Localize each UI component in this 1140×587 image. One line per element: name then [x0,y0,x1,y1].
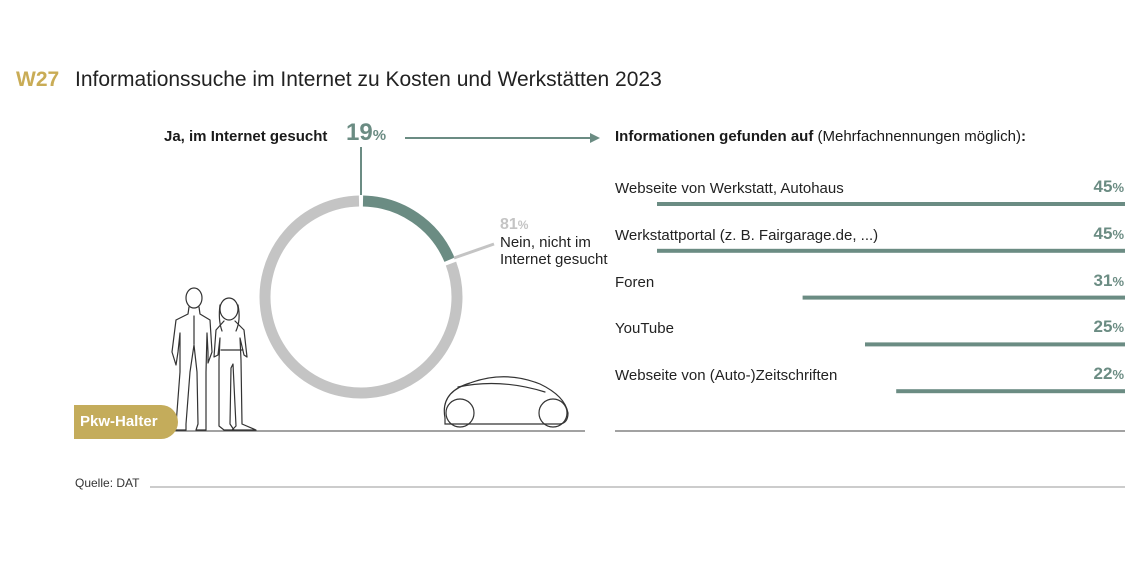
bar-value-wrap-0: 45% [1094,177,1124,197]
yes-value-percent: % [372,127,387,144]
bar-label-1: Werkstattportal (z. B. Fairgarage.de, ..… [615,226,879,244]
bar-label-3: YouTube [615,320,674,338]
yes-value-number: 19 [346,119,373,146]
bar-2 [802,295,1125,300]
bar-value-0: 45 [1093,177,1113,196]
bar-value-percent-3: % [1112,320,1124,336]
bar-value-wrap-3: 25% [1094,317,1124,337]
right-heading-bold: Informationen gefunden auf [615,128,814,145]
bar-value-2: 31 [1093,270,1113,290]
donut-slice-yes [362,195,455,263]
no-label: Nein, nicht im Internet gesucht [500,234,608,268]
bar-value-wrap-1: 45% [1094,224,1124,244]
people-illustration [171,287,257,431]
right-panel-heading: Informationen gefunden auf (Mehrfachnenn… [615,128,1026,145]
bar-value-percent-1: % [1112,226,1124,242]
bar-value-percent-0: % [1112,180,1124,195]
bar-4 [896,389,1125,394]
bar-3 [865,342,1125,347]
bar-chart [657,202,1125,394]
bar-0 [657,202,1125,206]
bar-value-4: 22 [1093,364,1113,384]
bar-label-0: Webseite von Werkstatt, Autohaus [615,180,844,197]
bar-value-percent-4: % [1112,367,1124,383]
connector-arrow-head [590,133,600,143]
pkw-halter-badge: Pkw-Halter [74,405,178,439]
bar-label-2: Foren [615,273,655,291]
no-value: 81% [500,216,528,234]
right-heading-colon: : [1020,128,1026,145]
right-heading-normal: (Mehrfachnennungen möglich) [813,128,1021,145]
no-leader-line [453,242,495,260]
source-note: Quelle: DAT [75,476,140,490]
bar-value-wrap-4: 22% [1094,364,1124,384]
no-value-number: 81 [500,216,518,233]
donut-chart [259,195,463,399]
yes-label: Ja, im Internet gesucht [164,128,328,145]
bar-value-3: 25 [1093,317,1113,337]
no-value-percent: % [517,218,529,232]
bar-label-4: Webseite von (Auto-)Zeitschriften [615,367,838,385]
donut-slice-no [259,195,463,399]
car-illustration [443,376,569,428]
bar-value-percent-2: % [1112,273,1124,289]
chart-title: Informationssuche im Internet zu Kosten … [75,68,662,91]
bar-value-1: 45 [1093,223,1113,243]
bar-value-wrap-2: 31% [1094,271,1124,291]
bar-1 [657,248,1125,253]
chart-code: W27 [16,68,60,91]
yes-value: 19% [346,119,386,147]
